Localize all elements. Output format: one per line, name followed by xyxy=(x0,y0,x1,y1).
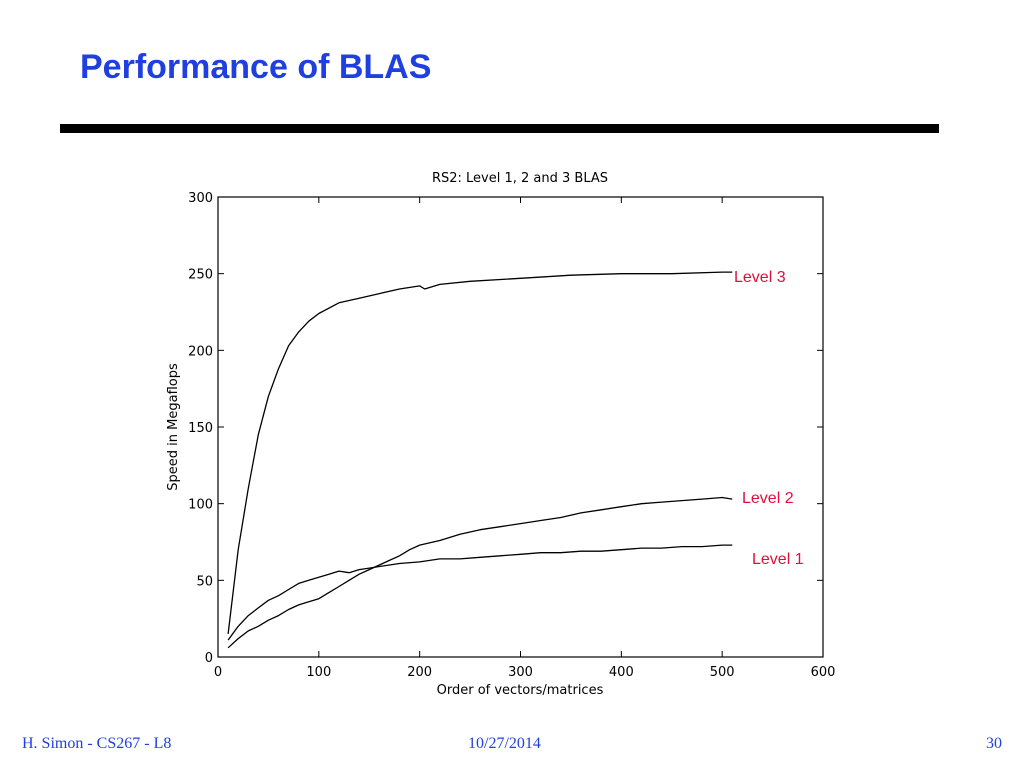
title-underline xyxy=(60,124,939,133)
series-line-level-2 xyxy=(227,496,733,649)
y-tick-label: 50 xyxy=(196,574,213,589)
series-label-level-2: Level 2 xyxy=(742,490,794,507)
footer-page-number: 30 xyxy=(986,735,1002,752)
series-line-level-1 xyxy=(227,544,733,641)
series-label-level-1: Level 1 xyxy=(752,551,804,568)
y-tick-label: 100 xyxy=(188,498,213,513)
x-tick-label: 500 xyxy=(710,665,735,680)
plot-frame xyxy=(217,196,824,658)
y-tick-label: 200 xyxy=(188,344,213,359)
x-tick-label: 200 xyxy=(407,665,432,680)
y-tick-label: 300 xyxy=(188,191,213,206)
chart-title: RS2: Level 1, 2 and 3 BLAS xyxy=(432,171,608,186)
y-axis-label: Speed in Megaflops xyxy=(166,363,181,491)
y-axis-ticks: 0 50 100 150 200 250 300 xyxy=(188,191,823,666)
x-tick-label: 300 xyxy=(508,665,533,680)
y-tick-label: 150 xyxy=(188,421,213,436)
x-tick-label: 100 xyxy=(306,665,331,680)
series-lines xyxy=(227,271,733,649)
y-tick-label: 0 xyxy=(205,651,213,666)
slide-title: Performance of BLAS xyxy=(80,48,432,86)
x-axis-label: Order of vectors/matrices xyxy=(437,683,604,698)
footer-date: 10/27/2014 xyxy=(468,735,541,752)
series-line-level-3 xyxy=(227,271,733,635)
series-labels: Level 3 Level 2 Level 1 xyxy=(734,269,804,568)
footer-author: H. Simon - CS267 - L8 xyxy=(22,735,172,752)
x-tick-label: 600 xyxy=(811,665,836,680)
x-tick-label: 0 xyxy=(214,665,222,680)
x-tick-label: 400 xyxy=(609,665,634,680)
series-label-level-3: Level 3 xyxy=(734,269,786,286)
x-axis-ticks: 0 100 200 300 400 500 600 xyxy=(214,197,836,680)
y-tick-label: 250 xyxy=(188,268,213,283)
